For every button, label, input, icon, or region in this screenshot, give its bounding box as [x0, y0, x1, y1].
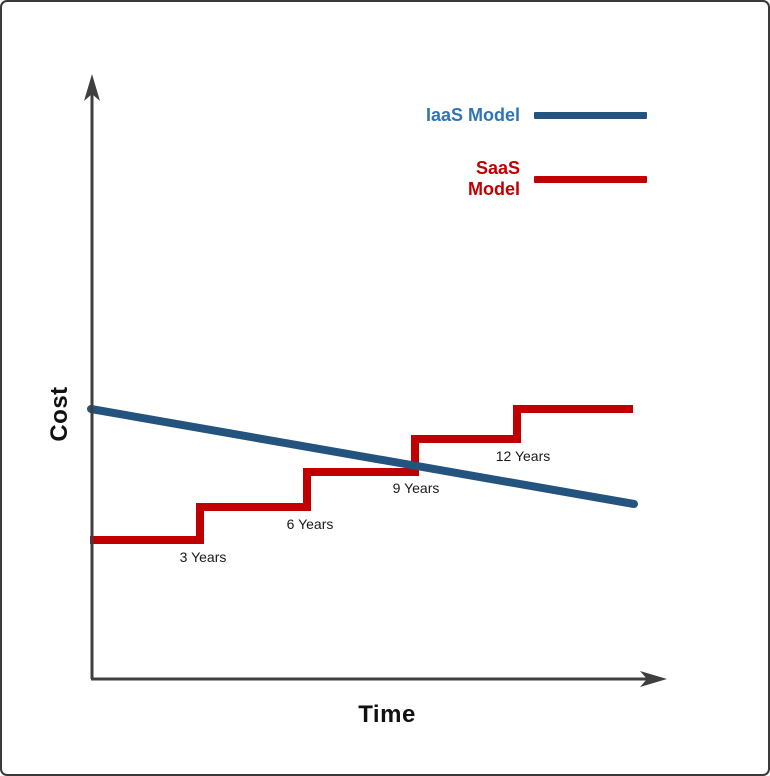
- iaas-line: [87, 405, 638, 508]
- annotation-9-years: 9 Years: [393, 480, 440, 496]
- x-axis-title: Time: [358, 701, 416, 728]
- legend-label-saas: SaaS Model: [468, 158, 520, 199]
- annotation-3-years: 3 Years: [180, 549, 227, 565]
- saas-step-line: [90, 405, 633, 544]
- legend-swatch-iaas: [534, 111, 647, 119]
- legend-item-iaas: IaaS Model: [420, 102, 647, 128]
- legend-label-iaas: IaaS Model: [425, 104, 520, 125]
- y-axis-title: Cost: [46, 386, 73, 442]
- annotation-6-years: 6 Years: [287, 516, 334, 532]
- legend-swatch-saas: [534, 175, 647, 183]
- legend-item-saas: SaaS Model: [420, 158, 647, 199]
- y-axis-arrow-icon: [84, 74, 100, 101]
- legend: IaaS Model SaaS Model: [420, 102, 647, 199]
- annotation-12-years: 12 Years: [496, 448, 551, 464]
- x-axis-arrow-icon: [640, 671, 667, 687]
